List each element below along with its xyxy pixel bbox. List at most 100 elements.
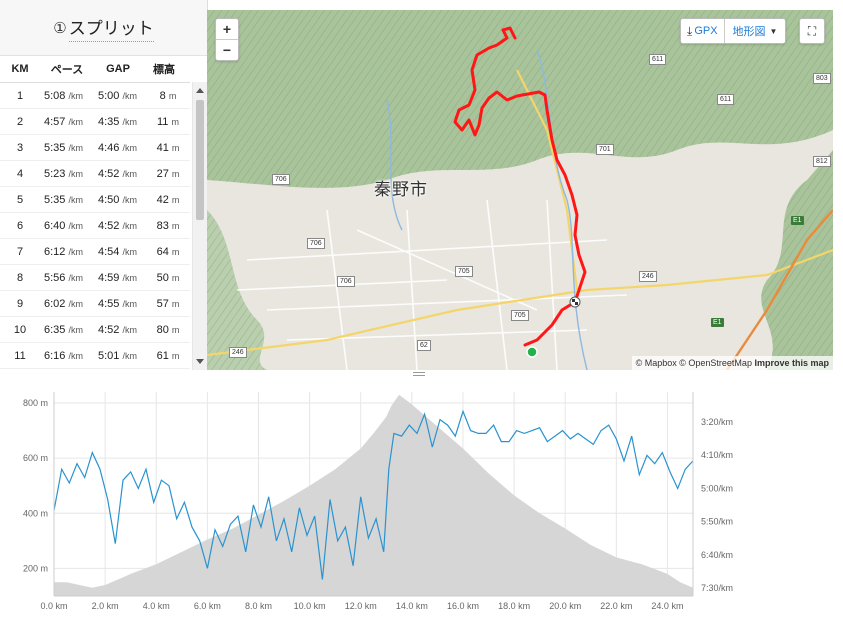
split-row[interactable]: 3 5:35 /km 4:46 /km 41 m <box>0 135 190 161</box>
road-shield: 705 <box>455 266 473 277</box>
x-tick-label: 6.0 km <box>194 601 221 611</box>
split-elevation-value: 83 <box>156 219 169 232</box>
split-rows: 1 5:08 /km 5:00 /km 8 m 2 4:57 /km 4:35 /km 11 … <box>0 83 190 370</box>
split-pace: 6:02 /km <box>40 298 98 310</box>
split-elevation-unit: m <box>171 220 180 231</box>
split-row[interactable]: 10 6:35 /km 4:52 /km 80 m <box>0 317 190 343</box>
split-row[interactable]: 5 5:35 /km 4:50 /km 42 m <box>0 187 190 213</box>
split-elevation: 64 m <box>146 246 190 258</box>
col-header-pace: ペース <box>50 63 84 76</box>
x-tick-label: 14.0 km <box>396 601 428 611</box>
x-tick-label: 18.0 km <box>498 601 530 611</box>
split-row[interactable]: 9 6:02 /km 4:55 /km 57 m <box>0 291 190 317</box>
split-title-bar: ① スプリット <box>0 0 207 56</box>
split-km: 9 <box>0 298 40 310</box>
split-km: 1 <box>0 90 40 102</box>
split-gap: 4:50 /km <box>98 194 146 206</box>
split-row[interactable]: 126:36 /km5:06 /km70 m <box>0 369 190 370</box>
y-right-axis-ticks: 3:20/km 4:10/km 5:00/km 5:50/km 6:40/km 7:30/… <box>701 417 733 593</box>
split-scrollbar[interactable] <box>192 82 207 370</box>
split-km: 11 <box>0 350 40 362</box>
y-left-tick-label: 600 m <box>23 453 48 463</box>
improve-map-link[interactable]: Improve this map <box>754 358 829 368</box>
split-elevation-unit: m <box>171 298 180 309</box>
y-right-tick-label: 3:20/km <box>701 417 733 427</box>
split-gap: 5:01 /km <box>98 350 146 362</box>
road-shield: 611 <box>717 94 735 105</box>
split-pace-unit: /km <box>68 246 83 257</box>
y-right-tick-label: 4:10/km <box>701 450 733 460</box>
download-icon: ⤓ <box>687 23 693 38</box>
split-row[interactable]: 11 6:16 /km 5:01 /km 61 m <box>0 343 190 369</box>
x-tick-label: 24.0 km <box>651 601 683 611</box>
terrain-north-hatch <box>207 10 833 188</box>
split-pace-value: 6:02 <box>44 297 66 310</box>
split-gap-unit: /km <box>122 324 137 335</box>
split-gap-value: 4:50 <box>98 193 120 206</box>
split-title[interactable]: スプリット <box>68 14 154 42</box>
split-elevation: 61 m <box>146 350 190 362</box>
y-left-tick-label: 800 m <box>23 398 48 408</box>
y-left-axis-ticks: 800 m 600 m 400 m 200 m <box>23 398 48 573</box>
split-pace-unit: /km <box>68 90 83 101</box>
split-pace-unit: /km <box>68 116 83 127</box>
col-header-gap: GAP <box>106 62 130 75</box>
split-km-value: 7 <box>16 245 24 258</box>
x-tick-label: 4.0 km <box>143 601 170 611</box>
split-gap-value: 4:52 <box>98 167 120 180</box>
split-gap: 4:46 /km <box>98 142 146 154</box>
split-pace-value: 6:40 <box>44 219 66 232</box>
x-tick-label: 22.0 km <box>600 601 632 611</box>
x-axis-ticks: 0.0 km 2.0 km 4.0 km 6.0 km 8.0 km 10.0 km 12.… <box>40 601 683 611</box>
split-km-value: 2 <box>16 115 24 128</box>
split-pace-unit: /km <box>68 194 83 205</box>
split-gap-unit: /km <box>122 272 137 283</box>
zoom-in-button[interactable]: + <box>216 19 238 40</box>
split-elevation-value: 41 <box>156 141 169 154</box>
split-pace: 6:40 /km <box>40 220 98 232</box>
road-shield: 62 <box>417 340 431 351</box>
split-row[interactable]: 4 5:23 /km 4:52 /km 27 m <box>0 161 190 187</box>
zoom-out-button[interactable]: − <box>222 42 232 58</box>
route-finish-marker <box>569 296 581 308</box>
scroll-down-icon[interactable] <box>196 359 204 364</box>
split-gap: 4:52 /km <box>98 324 146 336</box>
split-pace-value: 6:12 <box>44 245 66 258</box>
split-km: 7 <box>0 246 40 258</box>
split-elevation: 42 m <box>146 194 190 206</box>
split-pace-value: 5:56 <box>44 271 66 284</box>
road-shield: 246 <box>639 271 657 282</box>
fullscreen-button[interactable]: ⛶ <box>799 18 825 44</box>
split-row[interactable]: 7 6:12 /km 4:54 /km 64 m <box>0 239 190 265</box>
split-elevation-value: 11 <box>157 115 169 128</box>
split-panel: ① スプリット KM ペース GAP 標高 1 5:08 /km 5:00 /km 8… <box>0 0 208 370</box>
map-type-dropdown[interactable]: 地形図 ▼ <box>725 19 786 43</box>
split-gap-unit: /km <box>122 116 137 127</box>
split-row[interactable]: 2 4:57 /km 4:35 /km 11 m <box>0 109 190 135</box>
split-table: KM ペース GAP 標高 1 5:08 /km 5:00 /km 8 m 2 4:57 … <box>0 55 190 370</box>
panel-resize-handle[interactable] <box>413 370 425 377</box>
attribution-text[interactable]: © Mapbox © OpenStreetMap <box>635 358 752 368</box>
scroll-thumb[interactable] <box>196 100 204 220</box>
y-right-tick-label: 5:50/km <box>701 517 733 527</box>
split-row[interactable]: 1 5:08 /km 5:00 /km 8 m <box>0 83 190 109</box>
map-attribution: © Mapbox © OpenStreetMap Improve this ma… <box>631 356 833 370</box>
expressway-shield: E1 <box>791 216 804 225</box>
elevation-pace-chart[interactable]: 0.0 km 2.0 km 4.0 km 6.0 km 8.0 km 10.0 km 12.… <box>0 378 843 620</box>
terrain-east-hatch <box>761 150 833 370</box>
split-elevation-unit: m <box>171 246 180 257</box>
split-elevation: 50 m <box>146 272 190 284</box>
split-km: 4 <box>0 168 40 180</box>
split-gap-value: 4:54 <box>98 245 120 258</box>
split-km: 10 <box>0 324 40 336</box>
col-header-elevation: 標高 <box>153 63 175 76</box>
road-shield: 812 <box>813 156 831 167</box>
route-start-marker <box>526 346 538 358</box>
split-row[interactable]: 6 6:40 /km 4:52 /km 83 m <box>0 213 190 239</box>
gpx-download-button[interactable]: ⤓ GPX <box>681 19 725 43</box>
scroll-up-icon[interactable] <box>196 88 204 93</box>
split-row[interactable]: 8 5:56 /km 4:59 /km 50 m <box>0 265 190 291</box>
city-label: 秦野市 <box>374 180 428 199</box>
route-map[interactable]: 秦野市 706 706 706 705 705 246 246 62 611 6… <box>207 10 833 370</box>
split-km-value: 10 <box>13 323 27 336</box>
